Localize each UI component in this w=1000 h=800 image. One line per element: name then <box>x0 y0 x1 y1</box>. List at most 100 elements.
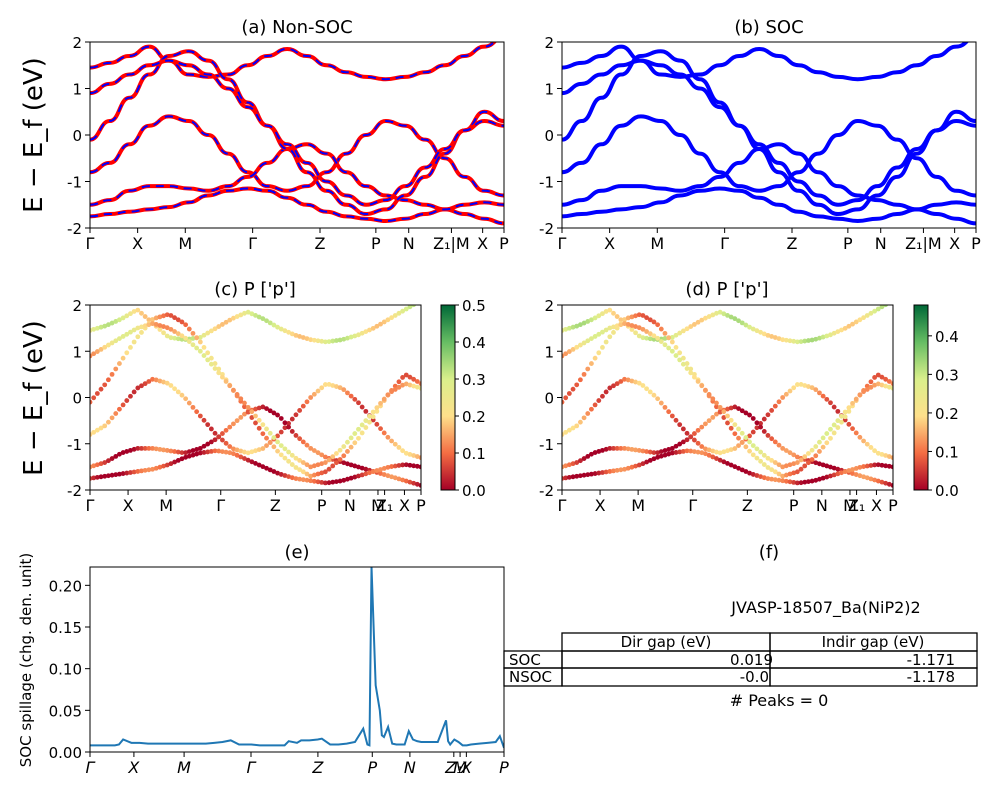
bands-group <box>90 42 504 226</box>
scatter-point <box>370 409 376 415</box>
band-line-5 <box>90 59 504 206</box>
scatter-point <box>286 474 291 479</box>
kpoint-label: Z <box>315 234 326 253</box>
scatter-point <box>875 381 881 387</box>
scatter-point <box>319 470 325 476</box>
scatter-point <box>271 322 277 328</box>
scatter-point <box>647 389 653 395</box>
scatter-point <box>725 461 730 466</box>
scatter-point <box>403 450 409 456</box>
scatter-point <box>714 456 719 461</box>
scatter-point <box>179 336 185 342</box>
scatter-point <box>673 344 679 350</box>
scatter-point <box>311 463 317 469</box>
scatter-point <box>787 388 793 394</box>
scatter-point <box>809 447 815 453</box>
scatter-point <box>381 466 387 471</box>
kpoint-label: X <box>604 234 615 253</box>
scatter-point <box>223 449 229 455</box>
scatter-point <box>728 462 734 468</box>
scatter-point <box>175 336 181 342</box>
scatter-point <box>356 400 361 406</box>
scatter-point <box>275 433 280 439</box>
scatter-point <box>190 404 196 410</box>
scatter-point <box>117 471 122 477</box>
scatter-point <box>396 379 402 385</box>
kpoint-label: P <box>499 758 509 777</box>
band-line-4 <box>562 49 976 217</box>
scatter-point <box>131 339 137 345</box>
scatter-point <box>666 447 672 452</box>
scatter-point <box>157 446 163 452</box>
ytick-label: 1 <box>72 343 82 361</box>
scatter-point <box>596 470 602 476</box>
scatter-point <box>238 396 244 402</box>
scatter-point <box>769 458 775 463</box>
scatter-point <box>411 305 417 308</box>
scatter-point <box>220 322 225 327</box>
scatter-point <box>828 426 833 432</box>
kpoint-label: Γ <box>558 234 567 253</box>
scatter-point <box>315 338 321 344</box>
scatter-point <box>581 340 587 346</box>
bands-group <box>562 42 976 226</box>
scatter-point <box>666 345 672 351</box>
scatter-point <box>271 444 277 450</box>
ytick-label: 0 <box>72 390 82 408</box>
scatter-point <box>238 448 244 454</box>
scatter-point <box>618 322 624 328</box>
scatter-point <box>105 473 111 479</box>
scatter-point <box>245 404 251 410</box>
scatter-point <box>267 408 273 414</box>
scatter-point <box>750 416 756 421</box>
scatter-point <box>94 474 100 480</box>
scatter-point <box>124 331 130 337</box>
scatter-point <box>658 453 664 459</box>
scatter-point <box>809 385 815 391</box>
scatter-point <box>787 450 793 456</box>
scatter-point <box>363 418 369 424</box>
scatter-point <box>208 439 214 445</box>
scatter-point <box>109 320 115 326</box>
scatter-point <box>403 381 409 387</box>
ytick-label: 2 <box>544 297 554 315</box>
scatter-point <box>201 450 207 455</box>
scatter-point <box>378 321 383 327</box>
scatter-point <box>728 405 734 411</box>
ytick-label: 0 <box>72 127 82 145</box>
scatter-point <box>238 454 244 460</box>
scatter-point <box>677 357 683 363</box>
scatter-point <box>647 336 653 342</box>
scatter-point <box>625 446 631 452</box>
scatter-point <box>98 425 104 431</box>
scatter-point <box>109 472 115 478</box>
scatter-group <box>90 305 421 488</box>
scatter-point <box>739 440 745 445</box>
scatter-point <box>765 465 771 470</box>
scatter-point <box>592 315 598 321</box>
scatter-point <box>776 336 782 342</box>
scatter-point <box>282 473 288 478</box>
scatter-point <box>589 451 594 457</box>
scatter-point <box>853 430 859 436</box>
scatter-point <box>791 470 797 476</box>
scatter-point <box>640 326 646 332</box>
scatter-point <box>732 446 738 451</box>
scatter-point <box>227 450 233 456</box>
scatter-point <box>750 429 756 435</box>
scatter-point <box>883 383 889 389</box>
scatter-point <box>249 409 255 415</box>
scatter-point <box>282 425 288 431</box>
scatter-point <box>260 422 266 428</box>
kpoint-label: M <box>178 234 192 253</box>
scatter-point <box>714 404 719 410</box>
scatter-point <box>592 402 598 408</box>
scatter-point <box>890 381 893 387</box>
scatter-point <box>311 472 317 478</box>
scatter-point <box>392 313 398 318</box>
scatter-point <box>732 316 738 322</box>
scatter-point <box>883 480 889 486</box>
scatter-point <box>326 381 332 387</box>
scatter-point <box>109 456 115 461</box>
scatter-point <box>806 384 811 389</box>
